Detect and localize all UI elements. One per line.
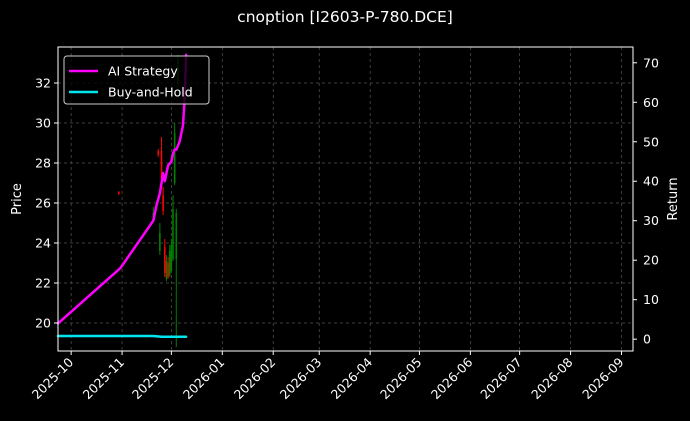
- candle-body: [175, 213, 178, 259]
- legend: AI Strategy Buy-and-Hold: [63, 55, 210, 105]
- y2-tick-label: 60: [643, 95, 659, 110]
- candle-body: [168, 251, 171, 275]
- y-tick-label: 26: [35, 196, 51, 211]
- candle-body: [167, 263, 169, 277]
- legend-box: [63, 55, 210, 105]
- y2-tick-label: 70: [643, 55, 659, 70]
- y-tick-label: 22: [35, 276, 51, 291]
- candlesticks: [117, 55, 179, 347]
- y-tick-label: 20: [35, 316, 51, 331]
- y2-axis-label: Return: [666, 177, 681, 220]
- ai-strategy-line: [56, 53, 188, 325]
- candle-body: [172, 209, 174, 259]
- y-tick-label: 24: [35, 236, 51, 251]
- plot-frame: [57, 46, 634, 352]
- y-tick-label: 32: [35, 76, 51, 91]
- candle-body: [163, 247, 166, 273]
- y-axis-label: Price: [10, 183, 25, 215]
- y2-tick-label: 30: [643, 213, 659, 228]
- buy-and-hold-line: [56, 334, 188, 339]
- candle-body: [117, 192, 120, 194]
- legend-label-ai-strategy: AI Strategy: [108, 64, 178, 79]
- chart-title: cnoption [I2603-P-780.DCE]: [237, 8, 453, 26]
- legend-label-buy-and-hold: Buy-and-Hold: [108, 85, 193, 100]
- candle-body: [162, 195, 164, 211]
- candle-body: [165, 261, 168, 279]
- y-axis-left: 20 22 24 26 28 30 32: [35, 76, 58, 331]
- y-tick-label: 30: [35, 116, 51, 131]
- candle-body: [170, 245, 173, 271]
- y2-tick-label: 0: [643, 332, 651, 347]
- candle-body: [157, 151, 160, 155]
- y2-tick-label: 20: [643, 253, 659, 268]
- y2-tick-label: 50: [643, 134, 659, 149]
- candle-body: [160, 151, 163, 179]
- candle-body: [173, 133, 176, 183]
- y-axis-right: 0 10 20 30 40 50 60 70: [633, 55, 659, 347]
- y-tick-label: 28: [35, 156, 51, 171]
- y2-tick-label: 40: [643, 174, 659, 189]
- candle-body: [159, 233, 161, 251]
- y2-tick-label: 10: [643, 292, 659, 307]
- series-lines: [56, 53, 188, 339]
